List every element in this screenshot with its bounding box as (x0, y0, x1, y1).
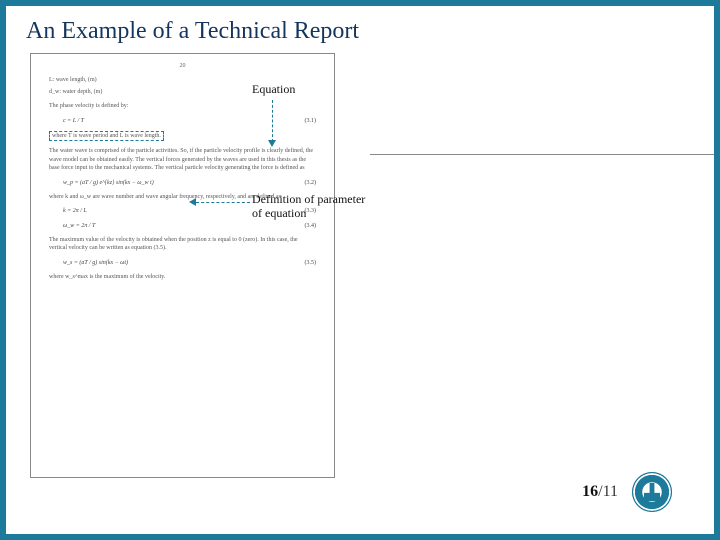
doc-equation-row: ω_w = 2π / T (3.4) (49, 222, 316, 230)
doc-equation-row: w_s = (aT / g) sin(kx − ωt) (3.5) (49, 259, 316, 267)
doc-equation-number: (3.4) (305, 222, 317, 230)
slide-footer: 16/11 (582, 472, 672, 512)
slide-title: An Example of a Technical Report (26, 18, 694, 45)
callout-equation-label: Equation (252, 82, 295, 97)
doc-equation: k = 2π / L (49, 207, 87, 215)
arrowhead-down-icon (268, 140, 276, 147)
university-seal-icon (632, 472, 672, 512)
report-page: 20 L: wave length, (m) d_w: water depth,… (30, 53, 335, 478)
doc-equation-number: (3.5) (305, 259, 317, 267)
doc-equation: w_s = (aT / g) sin(kx − ωt) (49, 259, 128, 267)
doc-page-number: 20 (49, 62, 316, 70)
doc-equation: w_p = (aT / g) e^{kz} sin(kx − ω_w t) (49, 179, 154, 187)
doc-text: The phase velocity is defined by: (49, 102, 316, 110)
doc-equation: c = L / T (49, 117, 84, 125)
callout-definition-label: Definition of parameter of equation (252, 192, 365, 221)
doc-text: The water wave is comprised of the parti… (49, 147, 316, 172)
slide-frame: An Example of a Technical Report 20 L: w… (0, 0, 720, 540)
total-pages: 11 (603, 483, 618, 500)
doc-equation-number: (3.2) (305, 179, 317, 187)
doc-equation-row: c = L / T (3.1) (49, 117, 316, 125)
seal-glyph-icon (644, 483, 660, 501)
page-indicator: 16/11 (582, 483, 618, 501)
doc-equation-row: w_p = (aT / g) e^{kz} sin(kx − ω_w t) (3… (49, 179, 316, 187)
definition-highlight-box: where T is wave period and L is wave len… (49, 131, 164, 141)
callout-arrow-line (196, 202, 250, 203)
callout-arrow-line (272, 100, 273, 142)
divider-line (370, 154, 714, 155)
doc-equation: ω_w = 2π / T (49, 222, 95, 230)
slide-content: An Example of a Technical Report 20 L: w… (26, 18, 694, 522)
doc-text: where w_s^max is the maximum of the velo… (49, 273, 316, 281)
current-page: 16 (582, 483, 598, 500)
doc-text: The maximum value of the velocity is obt… (49, 236, 316, 253)
arrowhead-left-icon (189, 198, 196, 206)
doc-equation-number: (3.1) (305, 117, 317, 125)
